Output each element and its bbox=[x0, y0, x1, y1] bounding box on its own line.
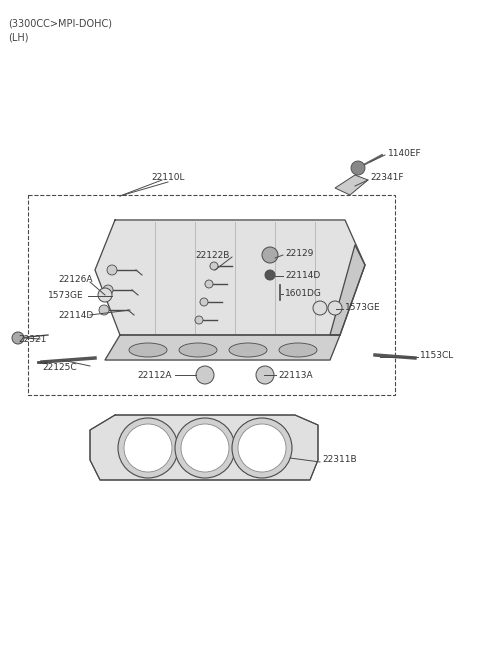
Polygon shape bbox=[330, 245, 365, 335]
Text: 1601DG: 1601DG bbox=[285, 288, 322, 297]
Circle shape bbox=[175, 418, 235, 478]
Text: 1153CL: 1153CL bbox=[420, 352, 454, 360]
Circle shape bbox=[232, 418, 292, 478]
Text: (LH): (LH) bbox=[8, 32, 28, 42]
Text: 22110L: 22110L bbox=[151, 174, 185, 183]
Circle shape bbox=[103, 285, 113, 295]
Circle shape bbox=[181, 424, 229, 472]
Text: 1140EF: 1140EF bbox=[388, 149, 421, 157]
Circle shape bbox=[262, 247, 278, 263]
Circle shape bbox=[12, 332, 24, 344]
Text: 22114D: 22114D bbox=[285, 271, 320, 280]
Ellipse shape bbox=[129, 343, 167, 357]
Circle shape bbox=[99, 305, 109, 315]
Ellipse shape bbox=[229, 343, 267, 357]
Polygon shape bbox=[95, 220, 365, 335]
Text: 22122B: 22122B bbox=[195, 250, 229, 259]
Text: 22321: 22321 bbox=[18, 335, 47, 345]
Text: 1573GE: 1573GE bbox=[48, 291, 84, 299]
Circle shape bbox=[238, 424, 286, 472]
Polygon shape bbox=[335, 175, 368, 195]
Circle shape bbox=[351, 161, 365, 175]
Circle shape bbox=[124, 424, 172, 472]
Text: 22112A: 22112A bbox=[137, 371, 172, 379]
Text: (3300CC>MPI-DOHC): (3300CC>MPI-DOHC) bbox=[8, 18, 112, 28]
Text: 22113A: 22113A bbox=[278, 371, 312, 379]
Circle shape bbox=[265, 270, 275, 280]
Circle shape bbox=[210, 262, 218, 270]
Polygon shape bbox=[105, 335, 340, 360]
Text: 22125C: 22125C bbox=[42, 364, 77, 373]
Circle shape bbox=[196, 366, 214, 384]
Text: 22126A: 22126A bbox=[58, 276, 93, 284]
Ellipse shape bbox=[279, 343, 317, 357]
Circle shape bbox=[107, 265, 117, 275]
Text: 1573GE: 1573GE bbox=[345, 303, 381, 312]
Circle shape bbox=[118, 418, 178, 478]
Circle shape bbox=[200, 298, 208, 306]
Circle shape bbox=[205, 280, 213, 288]
Text: 22341F: 22341F bbox=[370, 174, 404, 183]
Ellipse shape bbox=[179, 343, 217, 357]
Circle shape bbox=[195, 316, 203, 324]
Text: 22114D: 22114D bbox=[58, 310, 93, 320]
Circle shape bbox=[256, 366, 274, 384]
Circle shape bbox=[98, 288, 112, 302]
Text: 22311B: 22311B bbox=[322, 455, 357, 464]
Text: 22129: 22129 bbox=[285, 248, 313, 257]
Circle shape bbox=[313, 301, 327, 315]
Polygon shape bbox=[90, 415, 318, 480]
Circle shape bbox=[328, 301, 342, 315]
